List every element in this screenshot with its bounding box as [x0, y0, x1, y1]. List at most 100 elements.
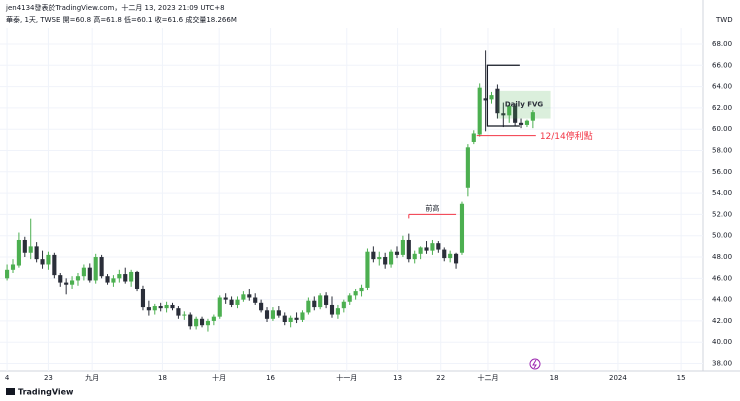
candle-body — [58, 275, 63, 283]
candle-body — [52, 254, 57, 276]
candle-body — [371, 251, 376, 260]
candle-body — [394, 251, 400, 255]
candle-body — [10, 264, 16, 270]
candle-body — [123, 274, 128, 282]
candle-body — [176, 308, 181, 316]
candle-body — [347, 295, 352, 302]
candle-body — [34, 246, 39, 260]
candle-body — [489, 95, 494, 100]
y-tick-label: 66.00 — [712, 61, 732, 69]
candle-body — [453, 253, 459, 264]
candle-body — [400, 239, 405, 255]
candle-body — [199, 318, 205, 326]
candle-body — [170, 304, 175, 309]
x-tick-label: 22 — [436, 374, 445, 382]
y-tick-label: 64.00 — [712, 83, 732, 91]
candle-body — [483, 98, 488, 101]
x-tick-label: 18 — [158, 374, 167, 382]
candle-body — [518, 122, 524, 125]
candle-body — [16, 239, 21, 266]
candle-body — [448, 253, 453, 259]
candle-body — [129, 271, 134, 282]
candle-body — [75, 276, 81, 281]
candle-body — [282, 315, 287, 322]
candle-body — [359, 287, 364, 292]
y-tick-label: 42.00 — [712, 317, 732, 325]
x-tick-label: 15 — [677, 374, 686, 382]
candle-body — [365, 251, 370, 288]
candle-body — [247, 294, 252, 298]
x-tick-label: 4 — [5, 374, 10, 382]
x-tick-label: 十二月 — [477, 373, 498, 382]
candle-body — [241, 294, 246, 300]
candle-body — [294, 317, 299, 320]
chart-title: jen4134發表於TradingView.com，十二月 13, 2023 2… — [5, 3, 225, 12]
watermark: TradingView — [18, 388, 74, 397]
candle-body — [524, 120, 530, 125]
x-tick-label: 九月 — [85, 373, 99, 382]
candle-body — [64, 282, 69, 285]
candle-body — [513, 105, 518, 123]
candle-body — [507, 105, 512, 116]
x-tick-label: 十一月 — [336, 373, 357, 382]
candle-body — [188, 314, 193, 327]
candle-body — [205, 320, 211, 326]
x-tick-label: 23 — [44, 374, 53, 382]
candle-body — [70, 280, 75, 285]
candle-body — [324, 295, 329, 305]
candle-body — [117, 274, 122, 279]
y-tick-label: 46.00 — [712, 274, 732, 282]
candle-body — [377, 257, 382, 260]
event-icon — [529, 358, 541, 370]
candle-body — [459, 203, 465, 253]
x-tick-label: 十月 — [212, 373, 226, 382]
candle-body — [164, 304, 169, 309]
x-tick-label: 18 — [550, 374, 559, 382]
candle-body — [46, 254, 51, 265]
candle-body — [436, 243, 441, 250]
y-tick-label: 56.00 — [712, 168, 732, 176]
candle-body — [442, 249, 447, 259]
candle-body — [93, 257, 98, 281]
candle-body — [259, 302, 264, 311]
event-icon-bolt — [532, 359, 537, 369]
candle-body — [471, 133, 476, 142]
candle-body — [412, 253, 417, 260]
candle-body — [312, 300, 317, 308]
candle-body — [158, 306, 163, 309]
x-tick-label: 13 — [393, 374, 402, 382]
chart-subtitle: 華泰, 1天, TWSE 開=60.8 高=61.8 低=60.1 收=61.6… — [6, 15, 237, 24]
y-tick-label: 62.00 — [712, 104, 732, 112]
candle-body — [465, 147, 470, 188]
candle-body — [353, 291, 358, 296]
annotation-label: 12/14停利點 — [540, 130, 593, 142]
candle-body — [418, 247, 423, 254]
candle-body — [105, 276, 110, 283]
y-tick-label: 40.00 — [712, 338, 732, 346]
candle-body — [253, 297, 258, 303]
annotation-label: Daily FVG — [505, 101, 544, 109]
logo — [6, 388, 15, 395]
candle-body — [229, 299, 234, 305]
candle-body — [28, 246, 33, 253]
candle-body — [217, 297, 222, 317]
candle-body — [424, 247, 429, 251]
candle-body — [194, 318, 199, 327]
candle-body — [270, 310, 275, 319]
y-tick-label: 68.00 — [712, 40, 732, 48]
y-tick-label: 50.00 — [712, 232, 732, 240]
candle-body — [134, 271, 140, 289]
candle-body — [5, 269, 10, 279]
currency-label: TWD — [715, 16, 733, 24]
candle-body — [99, 257, 104, 277]
annotation-path — [486, 64, 520, 127]
candle-body — [406, 239, 411, 260]
candle-body — [40, 259, 45, 265]
annotation-label: 前高 — [425, 203, 439, 212]
candle-body — [495, 88, 500, 114]
candle-body — [223, 297, 228, 300]
y-tick-label: 58.00 — [712, 147, 732, 155]
candle-body — [430, 243, 435, 251]
